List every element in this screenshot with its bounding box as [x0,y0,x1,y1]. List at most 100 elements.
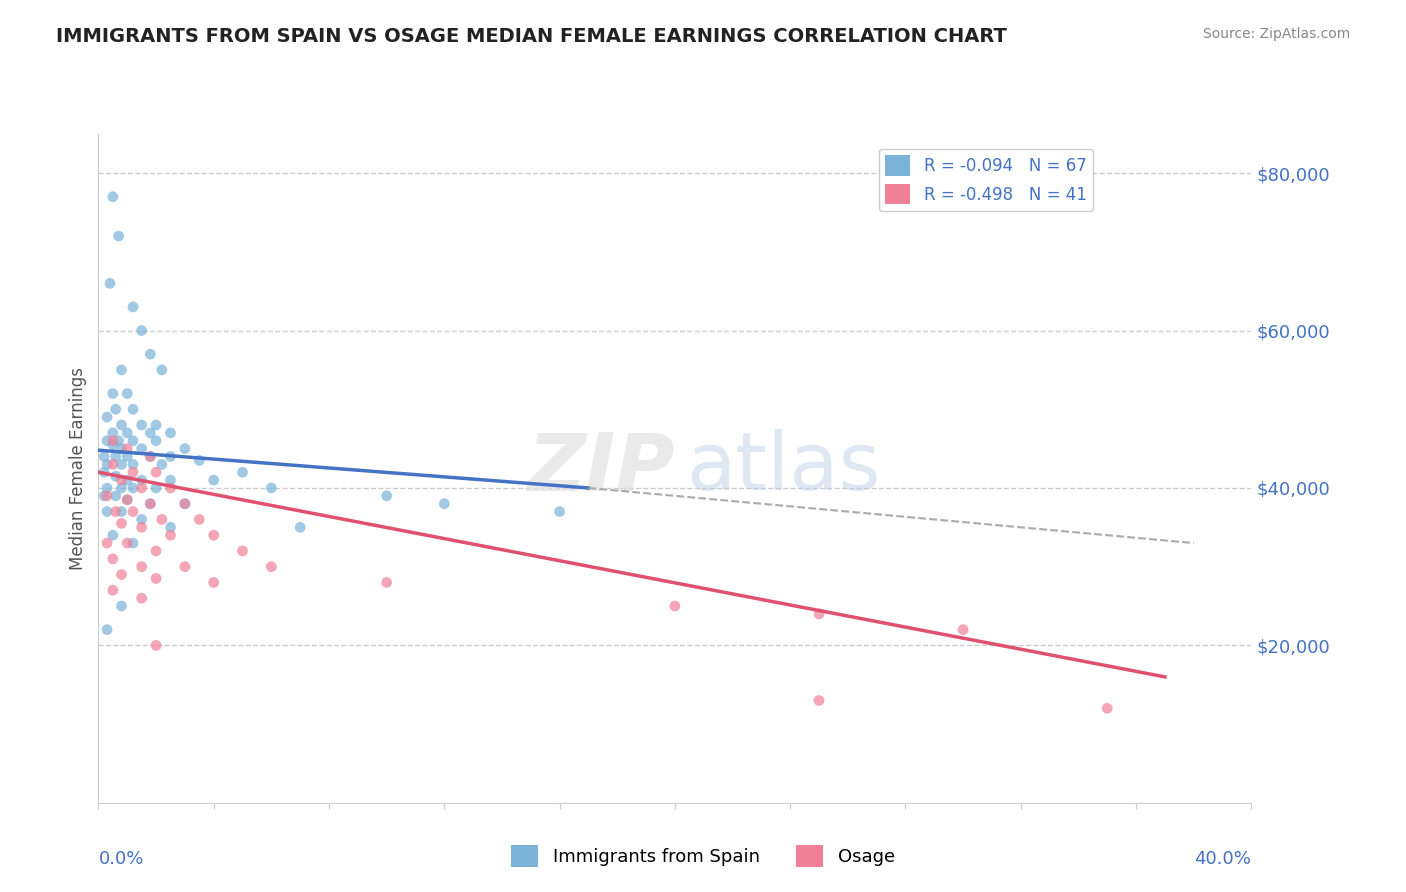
Point [110,363,132,377]
Point [131,481,153,495]
Point [117,442,139,456]
Point [96,623,118,637]
Point [159,520,181,534]
Point [290,520,312,534]
Point [188,512,211,526]
Point [202,575,225,590]
Legend: R = -0.094   N = 67, R = -0.498   N = 41: R = -0.094 N = 67, R = -0.498 N = 41 [879,149,1092,211]
Point [110,505,132,519]
Point [110,417,132,432]
Point [96,536,118,550]
Point [131,442,153,456]
Point [101,458,124,472]
Point [101,386,124,401]
Point [174,559,197,574]
Point [96,505,118,519]
Point [101,190,124,204]
Point [159,528,181,542]
Point [131,559,153,574]
Point [231,465,254,479]
Point [159,481,181,495]
Point [117,450,139,464]
Point [117,492,139,507]
Point [174,497,197,511]
Point [107,229,129,244]
Point [139,497,162,511]
Point [96,458,118,472]
Text: atlas: atlas [686,429,880,508]
Point [139,347,162,361]
Point [117,386,139,401]
Point [104,489,127,503]
Point [110,442,132,456]
Point [101,551,124,566]
Point [110,473,132,487]
Text: ZIP: ZIP [527,429,675,508]
Point [117,536,139,550]
Point [260,559,283,574]
Point [96,481,118,495]
Point [93,489,115,503]
Point [1097,701,1119,715]
Point [202,473,225,487]
Point [375,489,398,503]
Point [96,410,118,425]
Point [174,442,197,456]
Point [159,450,181,464]
Point [145,544,167,558]
Point [122,536,145,550]
Point [139,497,162,511]
Point [101,583,124,598]
Text: IMMIGRANTS FROM SPAIN VS OSAGE MEDIAN FEMALE EARNINGS CORRELATION CHART: IMMIGRANTS FROM SPAIN VS OSAGE MEDIAN FE… [56,27,1007,45]
Point [101,438,124,452]
Point [101,528,124,542]
Text: 0.0%: 0.0% [98,849,143,868]
Point [145,481,167,495]
Point [150,512,173,526]
Point [122,465,145,479]
Point [131,591,153,606]
Point [122,481,145,495]
Point [104,450,127,464]
Point [131,324,153,338]
Point [110,516,132,531]
Point [101,425,124,440]
Text: Source: ZipAtlas.com: Source: ZipAtlas.com [1202,27,1350,41]
Point [145,434,167,448]
Point [664,599,686,613]
Point [145,417,167,432]
Legend: Immigrants from Spain, Osage: Immigrants from Spain, Osage [505,838,901,874]
Point [145,572,167,586]
Point [107,434,129,448]
Point [145,465,167,479]
Point [131,473,153,487]
Point [150,458,173,472]
Point [122,434,145,448]
Point [375,575,398,590]
Point [139,450,162,464]
Point [96,489,118,503]
Point [139,425,162,440]
Point [952,623,974,637]
Point [110,481,132,495]
Point [93,465,115,479]
Point [131,512,153,526]
Point [145,639,167,653]
Point [98,277,121,291]
Point [807,607,830,621]
Point [807,693,830,707]
Point [131,520,153,534]
Point [93,450,115,464]
Point [122,402,145,417]
Point [548,505,571,519]
Point [122,300,145,314]
Point [110,458,132,472]
Point [131,417,153,432]
Point [260,481,283,495]
Point [433,497,456,511]
Point [174,497,197,511]
Point [101,434,124,448]
Text: 40.0%: 40.0% [1195,849,1251,868]
Point [110,567,132,582]
Point [104,402,127,417]
